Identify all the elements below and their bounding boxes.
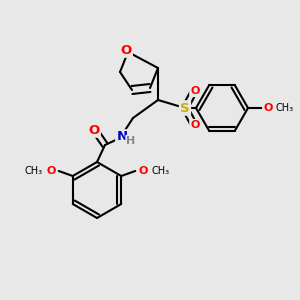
Text: CH₃: CH₃ [25, 166, 43, 176]
Text: H: H [126, 136, 136, 146]
Text: S: S [180, 101, 190, 115]
Text: O: O [139, 166, 148, 176]
Text: CH₃: CH₃ [151, 166, 169, 176]
Text: O: O [88, 124, 100, 136]
Text: O: O [263, 103, 273, 113]
Text: O: O [190, 120, 200, 130]
Text: O: O [120, 44, 132, 56]
Text: O: O [190, 86, 200, 96]
Text: O: O [46, 166, 56, 176]
Text: N: N [116, 130, 128, 143]
Text: CH₃: CH₃ [276, 103, 294, 113]
